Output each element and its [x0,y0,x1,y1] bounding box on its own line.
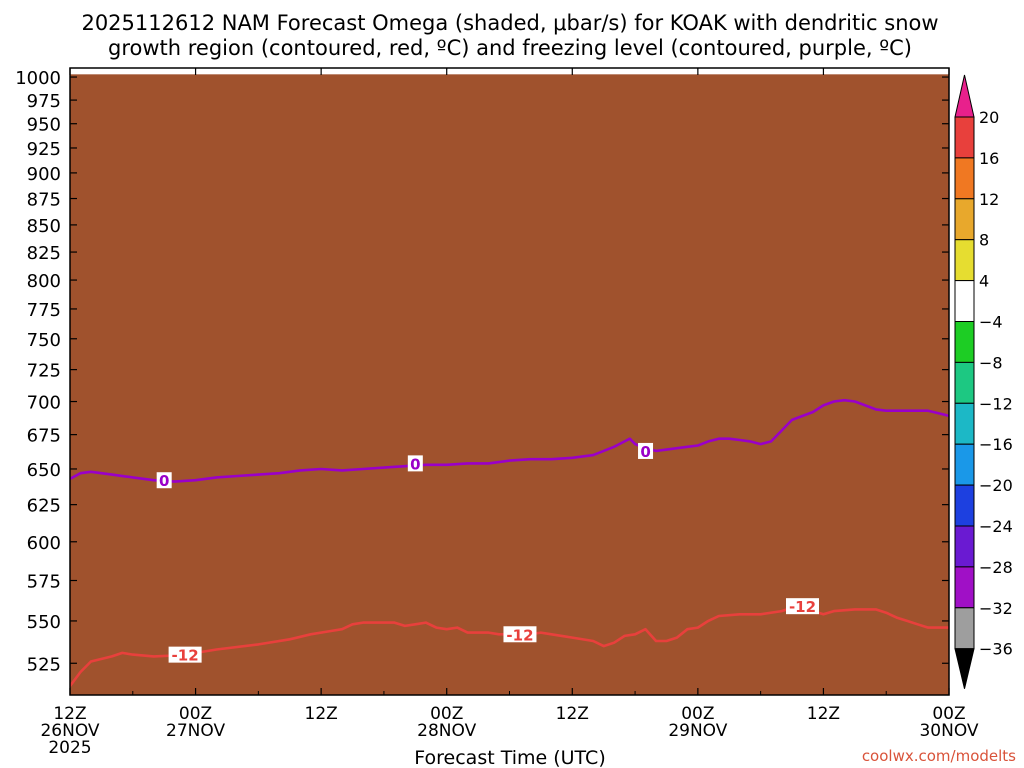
contour-label-bg [407,455,423,472]
colorbar-segment [954,525,975,568]
x-tick-label: 00Z [681,704,714,724]
contour-label: -12 [172,647,199,665]
colorbar-segment [954,484,975,527]
y-tick-label: 900 [27,164,61,185]
y-tick-label: 525 [27,654,61,675]
contour-label: 0 [410,455,420,473]
contour-lines: -12 -12 -12 0 0 0 [70,398,949,687]
y-tick-label: 750 [27,330,61,351]
y-axis: 525 550 575 600 625 650 675 700 725 750 775 800 825 8… [15,68,949,675]
y-tick-label: 625 [27,496,61,517]
contour-line [70,398,949,483]
colorbar-label: 4 [979,272,989,291]
y-tick-label: 675 [27,426,61,447]
chart-title-line-1: 2025112612 NAM Forecast Omega (shaded, μ… [81,11,938,35]
contour-label: -12 [506,626,533,644]
x-tick-date-label: 29NOV [668,721,727,741]
contour-label: 0 [159,472,169,490]
y-tick-label: 650 [27,460,61,481]
x-tick-label: 12Z [807,704,840,724]
colorbar-label: −28 [979,558,1013,577]
colorbar-segment [954,198,975,241]
y-tick-label: 725 [27,361,61,382]
x-tick-date-label: 28NOV [417,721,476,741]
x-tick-year-label: 2025 [48,738,91,758]
colorbar-bottom-triangle [954,648,975,689]
contour-label-bg [786,598,819,615]
x-tick-label: 00Z [932,704,965,724]
colorbar-segment [954,239,975,282]
colorbar-label: −24 [979,517,1013,536]
colorbar-label: 12 [979,190,999,209]
x-tick-label: 00Z [430,704,463,724]
colorbar: 20 16 12 8 4 −4 −8 −12 −16 −20 −24 −28 −32 −36 [954,74,1013,689]
x-tick-label: 12Z [556,704,589,724]
contour-line [70,606,949,687]
colorbar-segment [954,280,975,323]
colorbar-segment [954,361,975,404]
contour-label-bg [168,646,202,663]
y-tick-label: 550 [27,612,61,633]
x-axis-title: Forecast Time (UTC) [414,747,605,768]
x-tick-date-label: 27NOV [166,721,225,741]
colorbar-segment [954,402,975,445]
y-tick-label: 1000 [15,68,61,89]
colorbar-segment [954,607,975,650]
colorbar-label: 8 [979,231,989,250]
colorbar-segment [954,566,975,609]
y-tick-label: 850 [27,216,61,237]
colorbar-top-triangle [954,74,975,118]
y-tick-label: 800 [27,271,61,292]
colorbar-label: −32 [979,599,1013,618]
y-tick-label: 600 [27,533,61,554]
x-tick-date-label: 30NOV [919,721,978,741]
y-tick-label: 700 [27,393,61,414]
colorbar-label: −36 [979,640,1013,659]
chart-title-line-2: growth region (contoured, red, ºC) and f… [108,36,912,60]
contour-label-bg [638,442,654,459]
y-tick-label: 775 [27,300,61,321]
y-tick-label: 925 [27,139,61,160]
terrain-layer [70,74,949,695]
x-tick-label: 12Z [305,704,338,724]
contour-label-bg [156,472,172,489]
contour-label-bg [503,626,537,643]
colorbar-segment [954,443,975,486]
colorbar-label: −16 [979,435,1013,454]
terrain-band [70,74,949,695]
y-tick-label: 975 [27,91,61,112]
colorbar-label: −4 [979,313,1003,332]
contour-label: 0 [640,443,650,461]
colorbar-segment [954,321,975,363]
colorbar-segment [954,157,975,200]
colorbar-label: −8 [979,353,1003,372]
credit-text: coolwx.com/modelts [862,747,1016,765]
colorbar-segment [954,116,975,159]
y-tick-label: 575 [27,571,61,592]
colorbar-label: −12 [979,394,1013,413]
y-tick-label: 825 [27,243,61,264]
colorbar-label: −20 [979,476,1013,495]
contour-label: -12 [789,598,816,616]
y-tick-label: 875 [27,190,61,211]
y-tick-label: 950 [27,115,61,136]
colorbar-label: 20 [979,108,999,127]
x-tick-label: 00Z [179,704,212,724]
x-tick-label: 12Z [53,704,86,724]
x-tick-date-label: 26NOV [40,721,99,741]
colorbar-label: 16 [979,149,999,168]
